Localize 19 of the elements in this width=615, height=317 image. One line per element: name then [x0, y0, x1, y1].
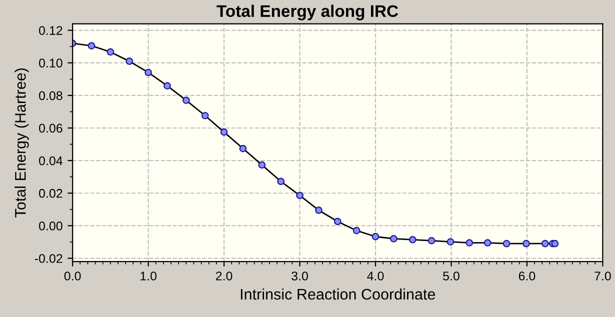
y-tick-label: 0.08: [39, 91, 62, 100]
y-tick-label: -0.02: [34, 254, 62, 263]
x-tick-label: 7.0: [594, 272, 611, 280]
x-tick-label: 5.0: [443, 272, 460, 280]
y-tick-label: 0.12: [39, 26, 62, 35]
chart-title: Total Energy along IRC: [216, 4, 398, 20]
x-tick-label: 3.0: [292, 272, 308, 280]
y-tick-label: 0.02: [39, 188, 62, 198]
x-tick-label: 1.0: [140, 272, 157, 280]
x-tick-label: 0.0: [64, 272, 81, 280]
x-tick-label: 2.0: [216, 272, 232, 280]
y-axis-title: Total Energy (Hartree): [14, 68, 29, 218]
y-tick-label: 0.10: [39, 58, 62, 68]
x-tick-label: 6.0: [518, 272, 536, 280]
y-tick-label: 0.06: [39, 124, 62, 133]
x-axis-title: Intrinsic Reaction Coordinate: [240, 288, 436, 300]
x-tick-label: 4.0: [367, 272, 384, 280]
y-tick-label: 0.00: [39, 222, 62, 230]
y-tick-label: 0.04: [39, 156, 62, 166]
